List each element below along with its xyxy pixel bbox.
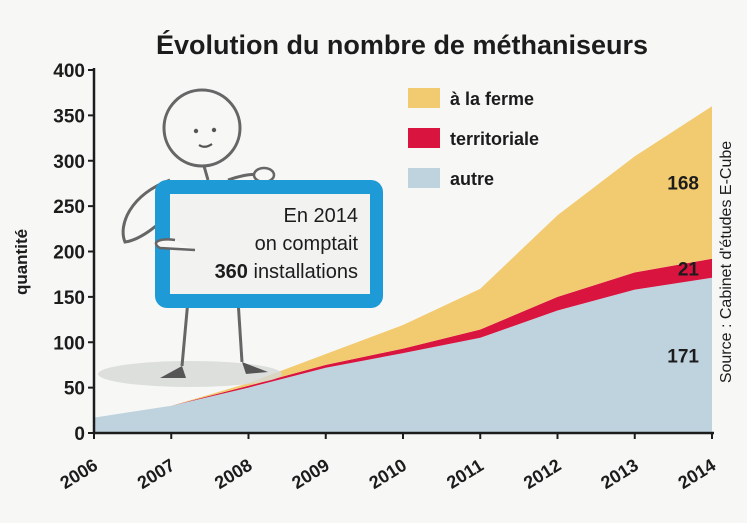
ground-shadow: [98, 361, 282, 387]
legend-label: à la ferme: [450, 89, 534, 109]
pointing-hand: [154, 238, 196, 252]
data-label-autre: 171: [667, 346, 699, 367]
legend: à la ferme territoriale autre: [408, 88, 539, 189]
leg-right: [236, 299, 244, 363]
callout-line-3-rest: installations: [248, 261, 358, 283]
data-label-à-la-ferme: 168: [667, 174, 699, 195]
area-series-group: [94, 106, 712, 433]
area-autre: [94, 277, 712, 433]
head: [162, 88, 242, 168]
eye-right: [211, 127, 217, 133]
x-tick-label: 2013: [597, 455, 642, 493]
hand-right: [252, 166, 276, 184]
legend-swatch-à-la-ferme: [408, 88, 440, 108]
x-tick-label: 2011: [443, 455, 487, 493]
foot-right: [242, 362, 268, 374]
x-ticks-group: 2006 2007 2008 2009 2010 2011 2012 2013 2014: [57, 433, 720, 493]
leg-left: [180, 299, 190, 367]
legend-label: territoriale: [450, 129, 539, 149]
stick-figure-illustration: En 2014 on comptait 360 installations: [98, 88, 383, 387]
legend-swatch-autre: [408, 168, 440, 188]
callout-line-2: on comptait: [255, 233, 359, 255]
callout-count: 360: [215, 261, 248, 283]
x-tick-label: 2008: [211, 455, 256, 493]
x-tick-label: 2012: [520, 455, 565, 493]
x-tick-label: 2014: [675, 455, 720, 493]
y-tick-label: 50: [64, 379, 85, 400]
legend-label: autre: [450, 169, 494, 189]
callout-line-1: En 2014: [283, 205, 358, 227]
y-tick-label: 250: [53, 197, 85, 218]
y-tick-label: 350: [53, 106, 85, 127]
legend-swatch-territoriale: [408, 128, 440, 148]
y-tick-label: 150: [53, 288, 85, 309]
y-tick-label: 100: [53, 333, 85, 354]
x-tick-label: 2006: [57, 455, 102, 493]
y-axis-label: quantité: [12, 229, 31, 295]
neck: [202, 165, 210, 181]
y-tick-label: 200: [53, 243, 85, 264]
y-tick-label: 0: [74, 424, 85, 445]
y-tick-label: 300: [53, 152, 85, 173]
mouth: [198, 143, 213, 148]
data-labels-group: 168 21 171: [667, 174, 699, 368]
callout-line-3: 360 installations: [215, 261, 358, 283]
sign-board-panel: [170, 194, 370, 294]
x-tick-label: 2010: [366, 455, 411, 493]
foot-left: [160, 366, 186, 378]
y-tick-label: 400: [53, 61, 85, 82]
area-à-la-ferme: [94, 106, 712, 418]
source-credit: Source : Cabinet d'études E-Cube: [718, 141, 735, 383]
x-tick-label: 2007: [134, 455, 179, 493]
eye-left: [193, 128, 199, 134]
chart-title: Évolution du nombre de méthaniseurs: [156, 29, 648, 60]
area-territoriale: [94, 258, 712, 418]
x-tick-label: 2009: [288, 455, 333, 493]
data-label-territoriale: 21: [678, 259, 700, 280]
y-ticks-group: 0 50 100 150 200 250 300 350 400: [53, 61, 94, 445]
